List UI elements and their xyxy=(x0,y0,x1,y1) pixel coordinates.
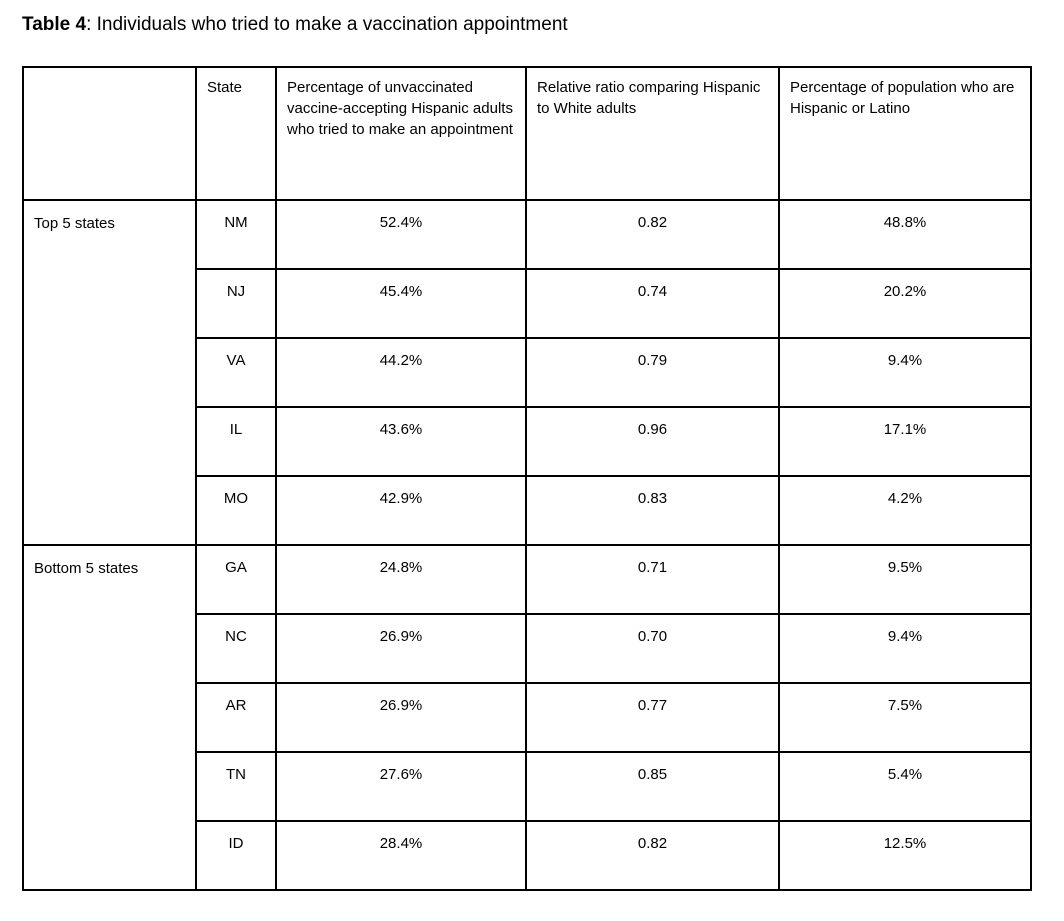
relative-ratio-cell: 0.77 xyxy=(525,682,780,753)
relative-ratio-cell: 0.82 xyxy=(525,199,780,270)
pct-tried-cell: 26.9% xyxy=(275,613,527,684)
pct-tried-cell: 44.2% xyxy=(275,337,527,408)
relative-ratio-cell: 0.96 xyxy=(525,406,780,477)
relative-ratio-cell: 0.74 xyxy=(525,268,780,339)
pct-tried-cell: 42.9% xyxy=(275,475,527,546)
pct-tried-cell: 52.4% xyxy=(275,199,527,270)
table-row: Bottom 5 states GA 24.8% 0.71 9.5% xyxy=(22,544,1032,891)
state-cell: NJ xyxy=(195,268,277,339)
header-pct-tried: Percentage of unvaccinated vaccine-accep… xyxy=(275,66,527,201)
table-row: NC 26.9% 0.70 9.4% xyxy=(23,613,1032,684)
header-group-empty xyxy=(22,66,197,201)
table-row: TN 27.6% 0.85 5.4% xyxy=(23,751,1032,822)
pct-population-cell: 4.2% xyxy=(778,475,1032,546)
relative-ratio-cell: 0.70 xyxy=(525,613,780,684)
pct-tried-cell: 27.6% xyxy=(275,751,527,822)
state-cell: NC xyxy=(195,613,277,684)
table-number-label: Table 4 xyxy=(22,14,87,35)
state-cell: AR xyxy=(195,682,277,753)
table-row: IL 43.6% 0.96 17.1% xyxy=(23,406,1032,477)
state-cell: ID xyxy=(195,820,277,891)
pct-population-cell: 12.5% xyxy=(778,820,1032,891)
pct-population-cell: 7.5% xyxy=(778,682,1032,753)
pct-population-cell: 20.2% xyxy=(778,268,1032,339)
pct-population-cell: 9.4% xyxy=(778,337,1032,408)
state-cell: GA xyxy=(195,544,277,615)
table-row: VA 44.2% 0.79 9.4% xyxy=(23,337,1032,408)
pct-population-cell: 9.4% xyxy=(778,613,1032,684)
table-row: Top 5 states NM 52.4% 0.82 48.8% xyxy=(22,199,1032,546)
pct-tried-cell: 43.6% xyxy=(275,406,527,477)
table-title-text: : Individuals who tried to make a vaccin… xyxy=(86,14,568,35)
group-cell-bottom-5-states: Bottom 5 states xyxy=(22,544,197,891)
pct-tried-cell: 28.4% xyxy=(275,820,527,891)
relative-ratio-cell: 0.82 xyxy=(525,820,780,891)
relative-ratio-cell: 0.79 xyxy=(525,337,780,408)
table-row: MO 42.9% 0.83 4.2% xyxy=(23,475,1032,546)
pct-population-cell: 17.1% xyxy=(778,406,1032,477)
state-cell: MO xyxy=(195,475,277,546)
table-header-row: State Percentage of unvaccinated vaccine… xyxy=(22,66,1032,201)
state-cell: VA xyxy=(195,337,277,408)
pct-population-cell: 48.8% xyxy=(778,199,1032,270)
pct-tried-cell: 24.8% xyxy=(275,544,527,615)
pct-population-cell: 9.5% xyxy=(778,544,1032,615)
relative-ratio-cell: 0.83 xyxy=(525,475,780,546)
state-cell: NM xyxy=(195,199,277,270)
header-pct-population: Percentage of population who are Hispani… xyxy=(778,66,1032,201)
header-state: State xyxy=(195,66,277,201)
relative-ratio-cell: 0.71 xyxy=(525,544,780,615)
vaccination-appointment-table: State Percentage of unvaccinated vaccine… xyxy=(22,66,1032,891)
pct-tried-cell: 45.4% xyxy=(275,268,527,339)
state-cell: TN xyxy=(195,751,277,822)
relative-ratio-cell: 0.85 xyxy=(525,751,780,822)
page-title: Table 4: Individuals who tried to make a… xyxy=(22,13,1064,36)
state-cell: IL xyxy=(195,406,277,477)
table-row: NJ 45.4% 0.74 20.2% xyxy=(23,268,1032,339)
table-row: ID 28.4% 0.82 12.5% xyxy=(23,820,1032,891)
pct-population-cell: 5.4% xyxy=(778,751,1032,822)
group-cell-top-5-states: Top 5 states xyxy=(22,199,197,546)
pct-tried-cell: 26.9% xyxy=(275,682,527,753)
document-page: Table 4: Individuals who tried to make a… xyxy=(22,13,1064,891)
header-relative-ratio: Relative ratio comparing Hispanic to Whi… xyxy=(525,66,780,201)
table-row: AR 26.9% 0.77 7.5% xyxy=(23,682,1032,753)
